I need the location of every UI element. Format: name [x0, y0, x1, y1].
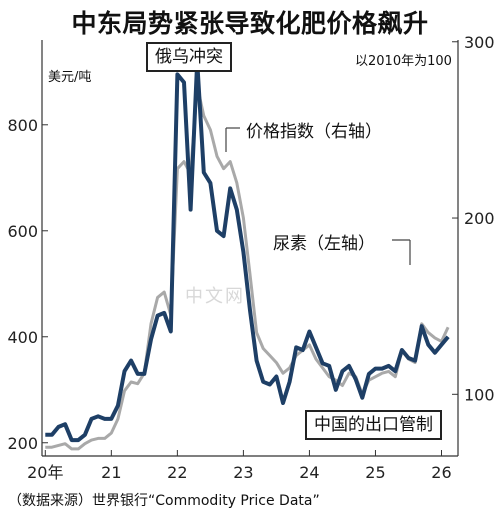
series-line-urea [45, 59, 450, 443]
x-tick-label: 20年 [27, 463, 63, 482]
left-tick-label: 600 [7, 222, 38, 241]
left-axis-unit: 美元/吨 [48, 70, 92, 85]
x-tick-label: 24 [299, 463, 319, 482]
left-tick-label: 400 [7, 328, 38, 347]
chart-title: 中东局势紧张导致化肥价格飙升 [71, 9, 429, 38]
series-label-urea: 尿素（左轴） [273, 234, 375, 254]
source-note: （数据来源）世界银行“Commodity Price Data” [8, 493, 320, 509]
x-tick-label: 22 [167, 463, 187, 482]
x-tick-label: 21 [101, 463, 121, 482]
left-tick-label: 800 [7, 116, 38, 135]
series-line-price-index [45, 84, 450, 451]
right-axis-note: 以2010年为100 [355, 54, 452, 69]
x-tick-label: 23 [233, 463, 253, 482]
right-tick-label: 300 [464, 33, 495, 52]
event-callout-export-control: 中国的出口管制 [305, 410, 442, 440]
right-tick-label: 200 [464, 209, 495, 228]
x-tick-label: 25 [365, 463, 385, 482]
x-tick-label: 26 [431, 463, 451, 482]
watermark: 中文网 [185, 286, 245, 307]
right-tick-label: 100 [464, 385, 495, 404]
series-label-price-index: 价格指数（右轴） [246, 122, 382, 142]
event-callout-russia-ukraine: 俄乌冲突 [146, 42, 232, 72]
left-tick-label: 200 [7, 434, 38, 453]
